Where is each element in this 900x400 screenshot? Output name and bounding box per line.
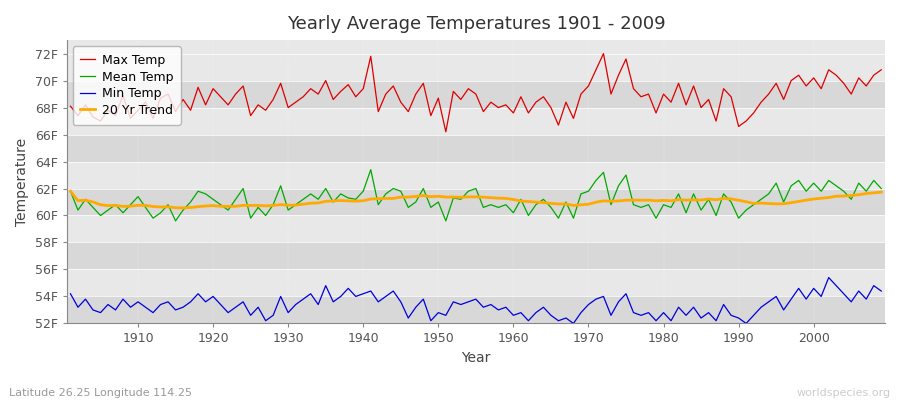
Bar bbox=[67, 80, 885, 108]
20 Yr Trend bbox=[298, 202, 309, 206]
Bar bbox=[67, 242, 885, 270]
Max Temp bbox=[508, 110, 518, 115]
Mean Temp bbox=[523, 213, 534, 218]
Bar bbox=[67, 188, 885, 216]
Line: Mean Temp: Mean Temp bbox=[70, 170, 881, 221]
Min Temp bbox=[508, 313, 518, 318]
Line: 20 Yr Trend: 20 Yr Trend bbox=[70, 191, 881, 208]
20 Yr Trend bbox=[516, 198, 526, 203]
Min Temp bbox=[606, 313, 616, 318]
Line: Min Temp: Min Temp bbox=[70, 278, 881, 324]
20 Yr Trend bbox=[606, 199, 616, 204]
20 Yr Trend bbox=[508, 197, 518, 202]
Max Temp bbox=[125, 116, 136, 121]
Mean Temp bbox=[170, 218, 181, 223]
20 Yr Trend bbox=[125, 204, 136, 208]
Title: Yearly Average Temperatures 1901 - 2009: Yearly Average Temperatures 1901 - 2009 bbox=[286, 15, 665, 33]
Max Temp bbox=[291, 100, 302, 104]
Min Temp bbox=[125, 305, 136, 310]
20 Yr Trend bbox=[343, 198, 354, 203]
Text: Latitude 26.25 Longitude 114.25: Latitude 26.25 Longitude 114.25 bbox=[9, 388, 192, 398]
Max Temp bbox=[876, 67, 886, 72]
Min Temp bbox=[876, 289, 886, 294]
Mean Temp bbox=[613, 184, 624, 188]
Mean Temp bbox=[343, 196, 354, 200]
Max Temp bbox=[516, 94, 526, 99]
Bar bbox=[67, 216, 885, 242]
X-axis label: Year: Year bbox=[461, 351, 491, 365]
Bar bbox=[67, 270, 885, 296]
Legend: Max Temp, Mean Temp, Min Temp, 20 Yr Trend: Max Temp, Mean Temp, Min Temp, 20 Yr Tre… bbox=[73, 46, 181, 125]
Mean Temp bbox=[65, 189, 76, 194]
Mean Temp bbox=[876, 186, 886, 191]
Max Temp bbox=[65, 104, 76, 109]
Min Temp bbox=[568, 321, 579, 326]
20 Yr Trend bbox=[65, 189, 76, 194]
Bar bbox=[67, 296, 885, 324]
Max Temp bbox=[440, 130, 451, 134]
Bar bbox=[67, 162, 885, 188]
Mean Temp bbox=[125, 202, 136, 207]
Max Temp bbox=[598, 51, 609, 56]
20 Yr Trend bbox=[177, 206, 188, 210]
Mean Temp bbox=[365, 167, 376, 172]
Line: Max Temp: Max Temp bbox=[70, 54, 881, 132]
Y-axis label: Temperature: Temperature bbox=[15, 138, 29, 226]
Bar bbox=[67, 134, 885, 162]
Bar bbox=[67, 54, 885, 80]
Min Temp bbox=[291, 302, 302, 307]
Mean Temp bbox=[516, 197, 526, 202]
Min Temp bbox=[500, 305, 511, 310]
Mean Temp bbox=[298, 197, 309, 202]
Bar bbox=[67, 108, 885, 134]
20 Yr Trend bbox=[876, 190, 886, 194]
Max Temp bbox=[336, 89, 346, 94]
Max Temp bbox=[613, 73, 624, 78]
Text: worldspecies.org: worldspecies.org bbox=[796, 388, 891, 398]
Min Temp bbox=[336, 294, 346, 299]
Min Temp bbox=[824, 275, 834, 280]
Min Temp bbox=[65, 291, 76, 296]
